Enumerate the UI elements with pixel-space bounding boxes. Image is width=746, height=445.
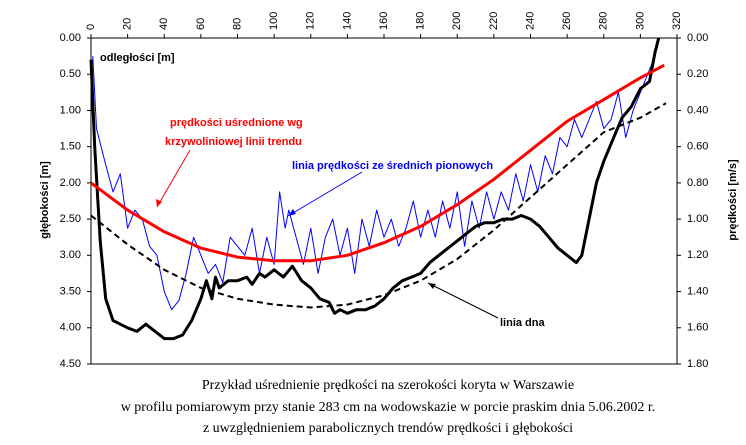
- x-tick-label: 40: [158, 18, 170, 30]
- y-tick-label: 2.50: [60, 213, 81, 225]
- y-tick-label: 3.50: [60, 285, 81, 297]
- arrowhead: [156, 199, 162, 207]
- y-tick-label: 0.50: [60, 68, 81, 80]
- arrowhead: [428, 283, 436, 289]
- x-tick-label: 320: [671, 12, 683, 30]
- series-line: [92, 37, 660, 311]
- y2-tick-label: 0.00: [687, 32, 708, 44]
- x-tick-label: 180: [415, 12, 427, 30]
- y2-tick-label: 0.20: [687, 68, 708, 80]
- x-tick-label: 80: [231, 18, 243, 30]
- annotation: odległości [m]: [100, 52, 175, 64]
- x-tick-label: 200: [451, 12, 463, 30]
- y2-tick-label: 1.00: [687, 213, 708, 225]
- y-axis-label: głębokości [m]: [39, 161, 51, 239]
- y2-tick-label: 1.60: [687, 322, 708, 334]
- x-tick-label: 20: [122, 18, 134, 30]
- caption: Przykład uśrednienie prędkości na szerok…: [202, 378, 574, 393]
- x-tick-label: 60: [195, 18, 207, 30]
- y2-axis-label: prędkości [m/s]: [727, 159, 739, 241]
- y2-tick-label: 1.20: [687, 249, 708, 261]
- x-tick-label: 0: [85, 24, 97, 30]
- y2-tick-label: 0.80: [687, 177, 708, 189]
- arrow: [156, 149, 191, 208]
- x-tick-label: 100: [268, 12, 280, 30]
- y-tick-label: 0.00: [60, 32, 81, 44]
- arrow: [427, 282, 499, 319]
- y-tick-label: 2.00: [60, 177, 81, 189]
- annotation: prędkości uśrednione wg: [170, 117, 303, 129]
- x-tick-label: 160: [378, 12, 390, 30]
- x-tick-label: 300: [634, 12, 646, 30]
- x-tick-label: 140: [341, 12, 353, 30]
- x-tick-label: 280: [598, 12, 610, 30]
- x-tick-label: 220: [488, 12, 500, 30]
- series-line: [90, 63, 665, 263]
- plot-frame: [90, 37, 678, 365]
- caption: z uwzględnieniem parabolicznych trendów …: [203, 421, 573, 436]
- y-tick-label: 4.00: [60, 322, 81, 334]
- annotation: linia prędkości ze średnich pionowych: [292, 160, 493, 172]
- x-tick-label: 260: [561, 12, 573, 30]
- series-line: [90, 102, 667, 309]
- y-tick-label: 3.00: [60, 249, 81, 261]
- y2-tick-label: 1.40: [687, 285, 708, 297]
- arrow: [287, 171, 363, 217]
- caption: w profilu pomiarowym przy stanie 283 cm …: [121, 400, 656, 415]
- x-tick-label: 240: [524, 12, 536, 30]
- x-tick-label: 120: [305, 12, 317, 30]
- series-line: [89, 37, 661, 341]
- y-tick-label: 4.50: [60, 358, 81, 370]
- annotation: krzywoliniowej linii trendu: [165, 136, 302, 148]
- y-tick-label: 1.00: [60, 104, 81, 116]
- y2-tick-label: 1.80: [687, 358, 708, 370]
- annotation: linia dna: [500, 317, 546, 329]
- y-tick-label: 1.50: [60, 141, 81, 153]
- y2-tick-label: 0.40: [687, 104, 708, 116]
- y2-tick-label: 0.60: [687, 141, 708, 153]
